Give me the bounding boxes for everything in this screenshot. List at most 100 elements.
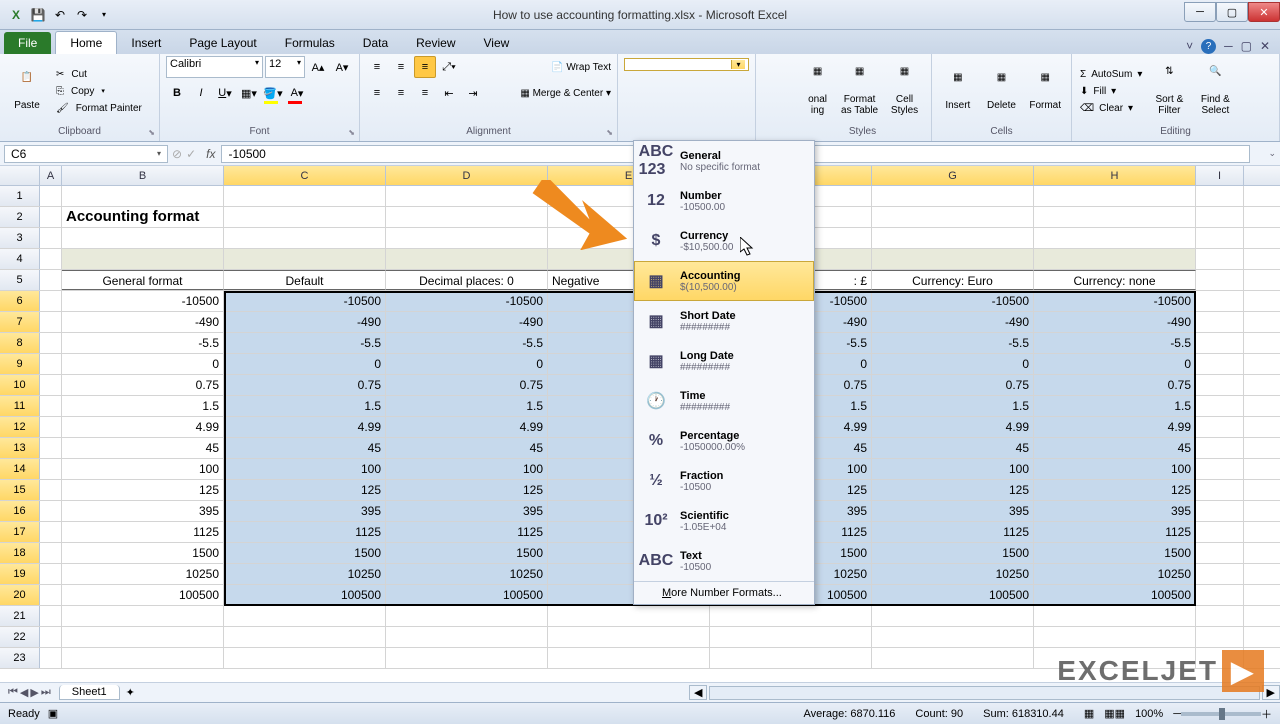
cell[interactable]: 0.75 (872, 375, 1034, 395)
cell[interactable] (62, 627, 224, 647)
cell[interactable]: 0 (872, 354, 1034, 374)
cell[interactable] (872, 249, 1034, 269)
cell[interactable]: Currency: none (1034, 270, 1196, 290)
cell[interactable]: 10250 (1034, 564, 1196, 584)
cell[interactable] (1196, 186, 1244, 206)
row-header[interactable]: 20 (0, 585, 40, 605)
zoom-slider[interactable] (1181, 712, 1261, 716)
border-button[interactable]: ▦▾ (238, 82, 260, 104)
row-header[interactable]: 15 (0, 480, 40, 500)
number-format-item[interactable]: 🕐Time######### (634, 381, 814, 421)
cell[interactable] (40, 375, 62, 395)
cell[interactable]: 4.99 (62, 417, 224, 437)
cell[interactable] (1034, 606, 1196, 626)
cell[interactable]: 0.75 (1034, 375, 1196, 395)
cell[interactable] (1196, 375, 1244, 395)
wrap-text-button[interactable]: 📄 Wrap Text (551, 62, 611, 73)
cell[interactable]: -490 (386, 312, 548, 332)
cell[interactable] (710, 627, 872, 647)
view-pagebreak-icon[interactable]: ▦ (1115, 707, 1125, 720)
format-as-table-button[interactable]: ▦Format as Table (839, 66, 880, 116)
cell[interactable]: 4.99 (224, 417, 386, 437)
cell[interactable]: 1500 (1034, 543, 1196, 563)
cell[interactable]: 100500 (1034, 585, 1196, 605)
font-color-button[interactable]: A▾ (286, 82, 308, 104)
cell[interactable]: Default (224, 270, 386, 290)
font-name-combo[interactable]: Calibri ▾ (166, 56, 263, 78)
cell[interactable]: 45 (62, 438, 224, 458)
doc-restore-icon[interactable]: ▢ (1241, 39, 1252, 54)
cell[interactable] (224, 228, 386, 248)
row-header[interactable]: 2 (0, 207, 40, 227)
cell[interactable] (62, 648, 224, 668)
cell[interactable] (1196, 564, 1244, 584)
cell[interactable] (40, 501, 62, 521)
copy-button[interactable]: ⎘Copy▾ (52, 84, 146, 99)
cell[interactable] (386, 207, 548, 227)
cell[interactable] (40, 228, 62, 248)
cell[interactable]: -10500 (872, 291, 1034, 311)
cell[interactable] (1196, 228, 1244, 248)
cell[interactable]: 45 (1034, 438, 1196, 458)
save-icon[interactable]: 💾 (28, 5, 48, 25)
qat-dropdown-icon[interactable]: ▾ (94, 5, 114, 25)
cell[interactable]: 1125 (1034, 522, 1196, 542)
cell[interactable] (40, 249, 62, 269)
row-header[interactable]: 5 (0, 270, 40, 290)
maximize-button[interactable]: ▢ (1216, 2, 1248, 22)
cell[interactable]: -490 (872, 312, 1034, 332)
cell[interactable]: 1125 (872, 522, 1034, 542)
row-header[interactable]: 10 (0, 375, 40, 395)
cell[interactable]: 4.99 (872, 417, 1034, 437)
cell[interactable]: 1125 (224, 522, 386, 542)
increase-indent-icon[interactable]: ⇥ (462, 82, 484, 104)
close-button[interactable]: ✕ (1248, 2, 1280, 22)
align-bottom-icon[interactable]: ≡ (414, 56, 436, 78)
zoom-in-icon[interactable]: ＋ (1261, 706, 1272, 722)
tab-page-layout[interactable]: Page Layout (175, 32, 270, 54)
column-header[interactable]: D (386, 166, 548, 185)
cell[interactable] (1196, 501, 1244, 521)
cell[interactable]: 45 (224, 438, 386, 458)
cell[interactable]: 125 (1034, 480, 1196, 500)
cell[interactable]: 100 (1034, 459, 1196, 479)
cell[interactable]: 395 (62, 501, 224, 521)
cell[interactable] (40, 270, 62, 290)
cell[interactable] (1196, 396, 1244, 416)
cell[interactable]: 0.75 (386, 375, 548, 395)
number-format-item[interactable]: $Currency-$10,500.00 (634, 221, 814, 261)
clipboard-launcher-icon[interactable]: ⬊ (148, 128, 155, 137)
cell[interactable] (40, 648, 62, 668)
cell[interactable] (1196, 480, 1244, 500)
cell[interactable] (1196, 585, 1244, 605)
cell[interactable]: Currency: Euro (872, 270, 1034, 290)
cell[interactable] (1196, 627, 1244, 647)
cell[interactable] (62, 606, 224, 626)
cell[interactable]: 10250 (872, 564, 1034, 584)
column-header[interactable]: A (40, 166, 62, 185)
hscroll-right-icon[interactable]: ▶ (1262, 685, 1280, 700)
column-header[interactable]: B (62, 166, 224, 185)
cell[interactable]: 45 (872, 438, 1034, 458)
cell[interactable]: Accounting format (62, 207, 224, 227)
tab-formulas[interactable]: Formulas (271, 32, 349, 54)
row-header[interactable]: 19 (0, 564, 40, 584)
cell[interactable] (40, 459, 62, 479)
cell[interactable] (40, 606, 62, 626)
cell[interactable] (1196, 606, 1244, 626)
help-icon[interactable]: ? (1201, 39, 1216, 54)
cell[interactable] (386, 186, 548, 206)
cell[interactable] (62, 228, 224, 248)
row-header[interactable]: 3 (0, 228, 40, 248)
cell[interactable] (872, 228, 1034, 248)
cell[interactable] (40, 333, 62, 353)
cell[interactable]: -5.5 (872, 333, 1034, 353)
cell[interactable]: -5.5 (1034, 333, 1196, 353)
alignment-launcher-icon[interactable]: ⬊ (606, 128, 613, 137)
cell[interactable] (40, 438, 62, 458)
view-normal-icon[interactable]: ▦ (1074, 707, 1104, 720)
cell[interactable]: -490 (224, 312, 386, 332)
column-header[interactable]: G (872, 166, 1034, 185)
cell[interactable]: -10500 (62, 291, 224, 311)
cell[interactable] (40, 522, 62, 542)
